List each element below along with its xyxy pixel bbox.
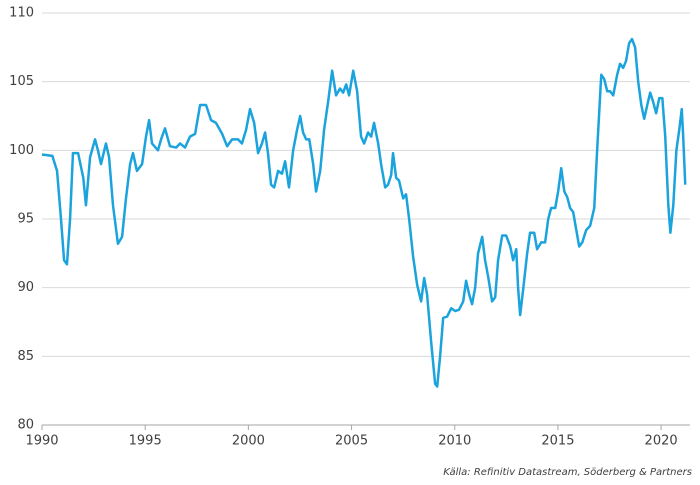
y-tick-label: 100 <box>9 143 34 158</box>
y-tick-label: 80 <box>17 418 34 433</box>
y-tick-label: 110 <box>9 6 34 21</box>
y-tick-label: 105 <box>9 74 34 89</box>
y-tick-label: 95 <box>17 212 34 227</box>
source-note: Källa: Refinitiv Datastream, Söderberg &… <box>443 467 692 478</box>
x-tick-label: 2020 <box>645 434 678 449</box>
y-tick-label: 85 <box>17 349 34 364</box>
x-tick-label: 2015 <box>541 434 574 449</box>
x-tick-label: 2005 <box>335 434 368 449</box>
x-tick-label: 1995 <box>129 434 162 449</box>
x-tick-label: 1990 <box>25 434 58 449</box>
x-tick-label: 2000 <box>232 434 265 449</box>
data-line <box>41 37 687 388</box>
y-tick-label: 90 <box>17 280 34 295</box>
x-tick-label: 2010 <box>438 434 471 449</box>
